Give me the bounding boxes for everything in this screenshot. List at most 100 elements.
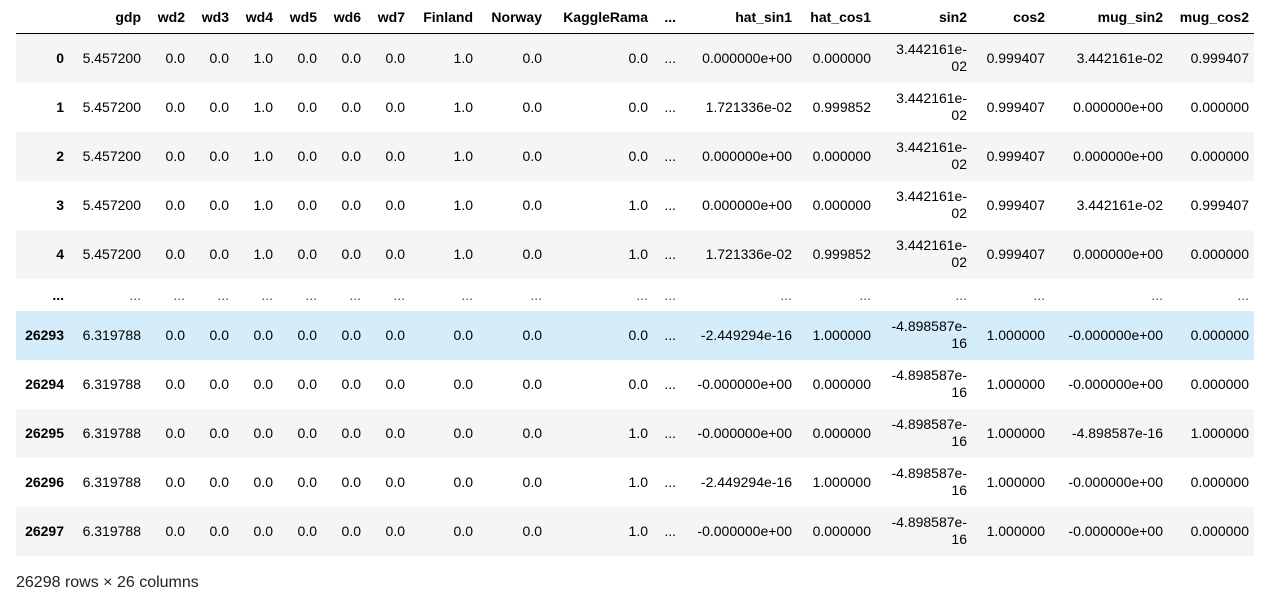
table-cell: 1.0 xyxy=(253,99,273,115)
table-cell: 1.0 xyxy=(253,148,273,164)
table-cell: 0.000000 xyxy=(812,425,871,441)
row-index: 1 xyxy=(56,99,64,115)
table-cell: 6.319788 xyxy=(82,327,141,343)
table-cell: 0.0 xyxy=(522,99,542,115)
table-cell: 0.0 xyxy=(453,425,473,441)
table-cell: 1.0 xyxy=(453,99,473,115)
table-cell: 6.319788 xyxy=(82,425,141,441)
table-cell: 0.000000 xyxy=(812,376,871,392)
table-cell: ... xyxy=(780,286,792,303)
table-cell: 0.999852 xyxy=(812,246,871,262)
table-cell: ... xyxy=(530,286,542,303)
table-cell: 1.0 xyxy=(628,474,648,490)
table-cell: 0.0 xyxy=(628,148,648,164)
table-cell: 0.000000 xyxy=(1190,99,1249,115)
table-cell: 1.0 xyxy=(253,246,273,262)
table-cell: 0.0 xyxy=(209,197,229,213)
table-cell: 0.0 xyxy=(385,50,405,67)
table-cell: 0.0 xyxy=(253,327,273,343)
row-index: 4 xyxy=(56,246,64,262)
table-cell: 1.0 xyxy=(628,523,648,539)
table-cell: 0.000000 xyxy=(1190,376,1249,392)
table-cell: 0.0 xyxy=(297,327,317,343)
table-cell: 0.0 xyxy=(165,376,185,392)
table-cell: 3.442161e-02 xyxy=(896,41,967,75)
table-cell: 1.000000 xyxy=(1190,425,1249,441)
table-cell: 0.000000 xyxy=(812,50,871,67)
table-cell: 3.442161e-02 xyxy=(896,237,967,270)
table-cell: 0.000000 xyxy=(1190,474,1249,490)
table-cell: 0.0 xyxy=(341,99,361,115)
table-row: 26294 6.319788 0.0 0.0 0.0 0.0 0.0 0.0 0.0 0.0 0.0… xyxy=(16,360,1254,409)
table-cell: 0.0 xyxy=(297,376,317,392)
row-index: 26295 xyxy=(25,425,64,441)
table-cell: 0.999407 xyxy=(986,246,1045,262)
table-cell: -4.898587e-16 xyxy=(1071,425,1163,441)
table-cell: 0.0 xyxy=(253,523,273,539)
table-cell: -4.898587e-16 xyxy=(891,514,967,547)
table-cell: ... xyxy=(129,286,141,303)
table-cell: 1.0 xyxy=(628,197,648,213)
row-index: 26297 xyxy=(25,523,64,539)
table-cell: 3.442161e-02 xyxy=(1076,50,1163,67)
table-cell: 0.0 xyxy=(297,523,317,539)
table-cell: 5.457200 xyxy=(82,50,141,67)
table-cell: 0.999407 xyxy=(986,197,1045,213)
table-cell: ... xyxy=(393,286,405,303)
table-cell: 0.0 xyxy=(209,327,229,343)
table-cell: 0.0 xyxy=(165,523,185,539)
table-cell: ... xyxy=(859,286,871,303)
row-index: 26296 xyxy=(25,474,64,490)
table-cell: 0.0 xyxy=(297,197,317,213)
table-cell: 0.0 xyxy=(385,474,405,490)
table-cell: 6.319788 xyxy=(82,474,141,490)
table-cell: ... xyxy=(664,99,676,115)
table-cell: 0.000000 xyxy=(1190,327,1249,343)
table-cell: 0.000000e+00 xyxy=(702,197,792,213)
table-cell: 0.0 xyxy=(165,99,185,115)
table-row: 26295 6.319788 0.0 0.0 0.0 0.0 0.0 0.0 0.0 0.0 1.0… xyxy=(16,408,1254,458)
column-header-hat-cos1: hat_cos1 xyxy=(797,0,876,34)
table-row: 0 5.457200 0.0 0.0 1.0 0.0 0.0 0.0 1.0 0.0 0.0... 0… xyxy=(16,33,1254,83)
ellipsis-row: ........................................… xyxy=(16,279,1254,311)
column-header-ellipsis: ... xyxy=(653,0,681,34)
table-cell: 0.0 xyxy=(628,327,648,343)
row-index: 3 xyxy=(56,197,64,213)
table-cell: ... xyxy=(664,246,676,262)
table-cell: 0.0 xyxy=(165,197,185,213)
table-cell: 0.999407 xyxy=(986,99,1045,115)
table-cell: -0.000000e+00 xyxy=(697,523,792,539)
column-header-kagglerama: KaggleRama xyxy=(547,0,653,34)
table-cell: ... xyxy=(955,286,967,303)
table-cell: ... xyxy=(217,286,229,303)
table-cell: ... xyxy=(664,474,676,490)
column-header-finland: Finland xyxy=(410,0,478,34)
column-header-wd7: wd7 xyxy=(366,0,410,34)
table-cell: 0.0 xyxy=(297,246,317,262)
table-cell: 0.999407 xyxy=(986,148,1045,164)
table-row: 1 5.457200 0.0 0.0 1.0 0.0 0.0 0.0 1.0 0.0 0.0... 1… xyxy=(16,83,1254,132)
table-cell: 1.0 xyxy=(628,246,648,262)
table-row: 26293 6.319788 0.0 0.0 0.0 0.0 0.0 0.0 0.0 0.0 0.0… xyxy=(16,310,1254,360)
column-header-wd4: wd4 xyxy=(234,0,278,34)
table-cell: ... xyxy=(349,286,361,303)
table-cell: 5.457200 xyxy=(82,99,141,115)
column-header-cos2: cos2 xyxy=(972,0,1050,34)
table-cell: 0.0 xyxy=(628,99,648,115)
table-cell: 0.0 xyxy=(453,327,473,343)
table-cell: 0.0 xyxy=(297,148,317,164)
table-cell: 0.0 xyxy=(522,523,542,539)
table-cell: 0.999407 xyxy=(986,50,1045,67)
table-cell: 0.0 xyxy=(341,425,361,441)
table-cell: -0.000000e+00 xyxy=(1068,376,1163,392)
table-cell: 1.721336e-02 xyxy=(705,99,792,115)
table-cell: ... xyxy=(636,286,648,303)
table-cell: 0.0 xyxy=(522,50,542,67)
table-cell: 1.000000 xyxy=(986,376,1045,392)
table-cell: 3.442161e-02 xyxy=(1076,197,1163,213)
table-cell: -0.000000e+00 xyxy=(1068,327,1163,343)
table-cell: 0.0 xyxy=(385,148,405,164)
table-cell: 0.0 xyxy=(341,50,361,67)
table-cell: 0.0 xyxy=(522,376,542,392)
table-cell: 6.319788 xyxy=(82,523,141,539)
